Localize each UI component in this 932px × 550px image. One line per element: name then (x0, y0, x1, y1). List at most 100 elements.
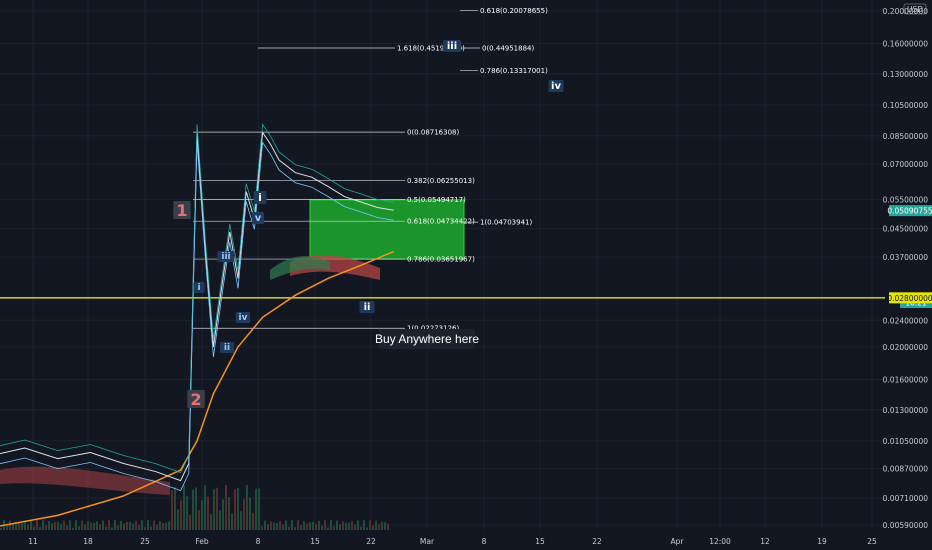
x-tick-label: 8 (482, 537, 487, 546)
volume-bar (27, 524, 29, 530)
y-tick-labels: 0.20000000 0.16000000 0.13000000 0.10500000… (883, 7, 929, 530)
moving-average-line (0, 250, 395, 527)
volume-bar (42, 520, 44, 530)
x-tick-label: 18 (83, 537, 93, 546)
wave-label-bg (252, 212, 264, 224)
fib-extension[interactable]: 1.618(0.45196313)0(0.44951884)0.382(0.29… (258, 0, 548, 227)
y-tick-label: 0.00870000 (883, 464, 929, 473)
volume-bar (318, 520, 320, 530)
volume-bar (60, 523, 62, 530)
volume-bar (105, 526, 107, 530)
volume-bar (234, 489, 236, 530)
volume-bar (33, 526, 35, 530)
x-tick-label: 15 (310, 537, 320, 546)
annotation-group[interactable]: Buy Anywhere here (375, 329, 479, 349)
volume-bar (51, 523, 53, 530)
volume-bar (6, 525, 8, 530)
fib-ext-label: 0.786(0.13317001) (480, 67, 548, 75)
volume-bar (138, 525, 140, 530)
volume-bar (279, 521, 281, 530)
volume-bar (117, 525, 119, 530)
wave-label: 2 (190, 390, 201, 409)
y-tick-label: 0.01600000 (883, 375, 929, 384)
x-tick-labels: 11 18 25 Feb 8 15 22 Mar 8 15 22 Apr 12:00 12 19 25 (28, 537, 877, 546)
volume-bar (273, 522, 275, 530)
volume-bar (81, 520, 83, 530)
volume-bar (57, 521, 59, 530)
x-tick-label: 25 (867, 537, 877, 546)
volume-bar (84, 524, 86, 530)
volume-bar (309, 522, 311, 530)
volume-bar (132, 523, 134, 530)
fib-level-label: 0.618(0.04734422) (407, 218, 475, 226)
horizontal-line-price-tag: 0.02800000 (887, 292, 932, 304)
volume-bar (102, 520, 104, 530)
y-tick-label: 0.05500000 (883, 195, 929, 204)
volume-bars (0, 485, 389, 530)
volume-bar (24, 521, 26, 530)
volume-bar (15, 521, 17, 530)
volume-bar (288, 526, 290, 530)
volume-bar (63, 520, 65, 530)
annotation-text: Buy Anywhere here (375, 332, 479, 346)
volume-bar (378, 523, 380, 530)
volume-bar (360, 526, 362, 530)
volume-bar (207, 496, 209, 530)
volume-bar (330, 520, 332, 530)
volume-bar (237, 487, 239, 530)
volume-bar (255, 488, 257, 530)
volume-bar (210, 514, 212, 530)
volume-bar (45, 525, 47, 530)
volume-bar (96, 521, 98, 530)
ichimoku-cloud (0, 255, 380, 495)
fib-ext-label: 0(0.44951884) (482, 45, 534, 53)
x-tick-label: Mar (420, 537, 435, 546)
price-axis[interactable]: 0.20000000 0.16000000 0.13000000 0.10500000… (883, 0, 932, 550)
volume-bar (168, 521, 170, 530)
fib-retracement[interactable]: 0(0.08716308) 0.382(0.06255013) 0.5(0.0549… (193, 129, 475, 333)
volume-bar (120, 520, 122, 530)
volume-bar (282, 524, 284, 530)
svg-text:0.02800000: 0.02800000 (887, 294, 932, 303)
volume-bar (240, 511, 242, 530)
fib-level-label: 0.786(0.03651967) (407, 256, 475, 264)
volume-bar (321, 525, 323, 530)
wave-label-bg (217, 251, 235, 262)
volume-bar (54, 522, 56, 530)
y-tick-label: 0.01300000 (883, 406, 929, 415)
volume-bar (162, 522, 164, 530)
currency-badge[interactable]: USD (903, 3, 927, 15)
x-tick-label: 22 (366, 537, 376, 546)
volume-bar (180, 500, 182, 530)
volume-bar (72, 527, 74, 530)
x-tick-label: 15 (535, 537, 545, 546)
wave-label: iv (551, 81, 561, 92)
volume-bar (336, 520, 338, 530)
volume-bar (231, 513, 233, 530)
y-tick-label: 0.02000000 (883, 343, 929, 352)
volume-bar (129, 522, 131, 530)
volume-bar (249, 497, 251, 530)
volume-bar (201, 499, 203, 530)
volume-bar (369, 520, 371, 530)
volume-bar (123, 523, 125, 530)
y-tick-label: 0.16000000 (883, 40, 929, 49)
volume-bar (225, 485, 227, 530)
volume-bar (177, 509, 179, 530)
wave-label-bg (359, 301, 375, 313)
volume-bar (186, 496, 188, 530)
wave-label: iii (447, 41, 457, 52)
x-tick-label: 19 (817, 537, 827, 546)
volume-bar (48, 520, 50, 530)
fib-ext-label: 0.618(0.20078655) (480, 7, 548, 15)
y-tick-label: 0.03700000 (883, 253, 929, 262)
wave-label-bg (443, 40, 461, 52)
volume-bar (39, 527, 41, 530)
volume-bar (159, 521, 161, 530)
volume-bar (327, 527, 329, 530)
volume-bar (213, 489, 215, 530)
volume-bar (216, 487, 218, 530)
volume-bar (219, 510, 221, 530)
